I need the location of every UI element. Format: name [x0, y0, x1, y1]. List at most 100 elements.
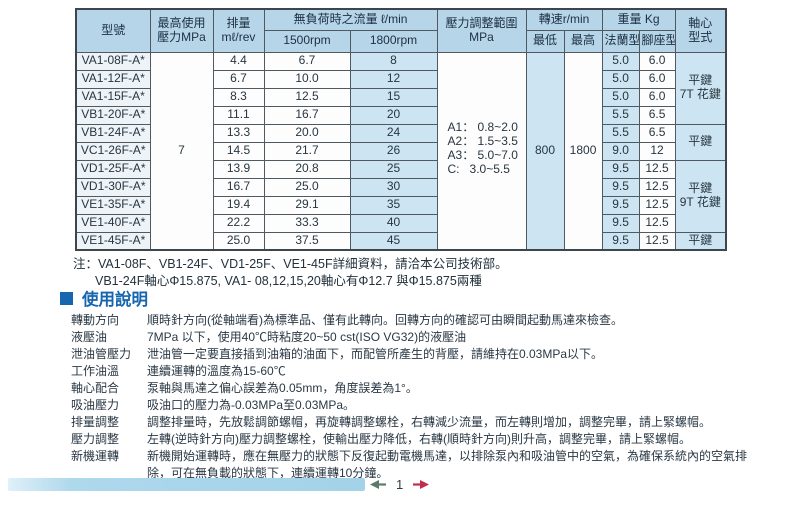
usage-instructions: 轉動方向 順時針方向(從軸端看)為標準品、僅有此轉向。回轉方向的確認可由瞬間起動…	[71, 312, 755, 482]
displacement-cell: 22.2	[212, 213, 265, 233]
model-cell: VA1-15F-A*	[75, 87, 151, 107]
instruction-row: 新機運轉 新機開始運轉時，應在無壓力的狀態下反復起動電機馬達，以排除泵內和吸油管…	[71, 448, 755, 482]
next-page-arrow-icon[interactable]	[412, 479, 430, 489]
instruction-row: 軸心配合 泵軸與馬達之偏心誤差為0.05mm，角度誤差為1°。	[71, 380, 755, 397]
shaft-type-cell: 平鍵	[674, 123, 727, 161]
shaft-type-line: 平鍵	[688, 232, 713, 247]
flow-1500-cell: 20.8	[263, 159, 351, 179]
pressure-range-item: A2： 1.5~3.5	[447, 133, 518, 148]
footer-divider-bar	[8, 478, 365, 491]
instruction-text: 泄油管一定要直接插到油箱的油面下，而配管所產生的背壓，請維持在0.03MPa以下…	[147, 347, 604, 361]
displacement-cell: 14.5	[212, 141, 265, 161]
instruction-label: 液壓油	[71, 330, 108, 344]
flow-1500-cell: 12.5	[263, 87, 351, 107]
shaft-type-line: 平鍵	[688, 73, 713, 88]
col-header-weight-flange: 法蘭型	[601, 29, 640, 53]
model-cell: VB1-20F-A*	[75, 105, 151, 125]
weight-foot-cell: 6.0	[638, 69, 676, 89]
weight-foot-cell: 12.5	[638, 213, 676, 233]
flow-1500-cell: 29.1	[263, 195, 351, 215]
displacement-cell: 4.4	[212, 51, 265, 71]
page-navigation: 1	[370, 474, 430, 494]
weight-foot-cell: 12	[638, 141, 676, 161]
instruction-label: 排量調整	[71, 415, 120, 429]
table-notes: 注：VA1-08F、VB1-24F、VD1-25F、VE1-45F詳細資料，請洽…	[73, 256, 508, 290]
model-cell: VC1-26F-A*	[75, 141, 151, 161]
displacement-cell: 11.1	[212, 105, 265, 125]
col-header-max-pressure-line1: 最高使用	[157, 15, 206, 30]
model-cell: VD1-30F-A*	[75, 177, 151, 197]
table-row: VB1-24F-A* 13.3 20.0 24 5.5 6.5 平鍵	[75, 123, 727, 161]
col-header-displacement: 排量 mℓ/rev	[212, 8, 265, 53]
model-cell: VB1-24F-A*	[75, 123, 151, 143]
shaft-type-cell: 平鍵	[674, 231, 727, 251]
col-header-max-pressure: 最高使用 壓力MPa	[149, 8, 214, 53]
col-header-displacement-line2: mℓ/rev	[221, 29, 256, 44]
col-header-weight: 重量 Kg	[601, 8, 676, 31]
instruction-text: 順時針方向(從軸端看)為標準品、僅有此轉向。回轉方向的確認可由瞬間起動馬達來檢查…	[147, 313, 623, 327]
flow-1500-cell: 20.0	[263, 123, 351, 143]
col-header-pressure-range-line2: MPa	[469, 29, 494, 44]
col-header-weight-foot: 腳座型	[638, 29, 676, 53]
flow-1800-cell: 26	[349, 141, 438, 161]
flow-1500-cell: 25.0	[263, 177, 351, 197]
weight-flange-cell: 9.0	[601, 141, 640, 161]
weight-flange-cell: 5.5	[601, 123, 640, 143]
section-title-text: 使用說明	[82, 291, 148, 309]
flow-1800-cell: 45	[349, 231, 438, 251]
instruction-text: 新機開始運轉時，應在無壓力的狀態下反復起動電機馬達，以排除泵內和吸油管中的空氣，…	[147, 449, 748, 480]
flow-1800-cell: 15	[349, 87, 438, 107]
flow-1500-cell: 33.3	[263, 213, 351, 233]
flow-1500-cell: 10.0	[263, 69, 351, 89]
col-header-flow-1500: 1500rpm	[263, 29, 351, 53]
flow-1500-cell: 6.7	[263, 51, 351, 71]
section-bullet-icon	[60, 291, 73, 305]
prev-page-arrow-icon[interactable]	[370, 479, 387, 489]
flow-1800-cell: 25	[349, 159, 438, 179]
table-row: VE1-40F-A* 22.2 33.3 40 9.5 12.5	[75, 213, 726, 233]
flow-1500-cell: 37.5	[263, 231, 351, 251]
shaft-type-cell: 平鍵 9T 花鍵	[674, 159, 727, 233]
weight-flange-cell: 9.5	[601, 159, 640, 179]
speed-min-cell: 800	[525, 51, 565, 251]
col-header-max-pressure-line2: 壓力MPa	[157, 29, 206, 44]
instruction-text: 連續運轉的溫度為15-60℃	[147, 364, 286, 378]
instruction-label: 工作油溫	[71, 364, 120, 378]
weight-foot-cell: 12.5	[638, 159, 676, 179]
displacement-cell: 6.7	[212, 69, 265, 89]
shaft-type-line: 平鍵	[688, 134, 713, 149]
max-pressure-cell: 7	[149, 51, 214, 251]
instruction-text: 7MPa 以下，使用40℃時粘度20~50 cst(ISO VG32)的液壓油	[147, 330, 467, 344]
speed-max-cell: 1800	[563, 51, 603, 251]
model-cell: VE1-40F-A*	[75, 213, 151, 233]
page-number: 1	[396, 476, 404, 492]
weight-flange-cell: 5.5	[601, 105, 640, 125]
weight-flange-cell: 9.5	[601, 195, 640, 215]
instruction-row: 吸油壓力 吸油口的壓力為-0.03MPa至0.03MPa。	[71, 397, 755, 414]
displacement-cell: 13.9	[212, 159, 265, 179]
instruction-label: 軸心配合	[71, 381, 120, 395]
weight-foot-cell: 12.5	[638, 177, 676, 197]
pressure-range-cell: A1： 0.8~2.0 A2： 1.5~3.5 A3： 5.0~7.0 C: 3…	[436, 51, 527, 251]
instruction-row: 轉動方向 順時針方向(從軸端看)為標準品、僅有此轉向。回轉方向的確認可由瞬間起動…	[71, 312, 755, 329]
instruction-row: 泄油管壓力 泄油管一定要直接插到油箱的油面下，而配管所產生的背壓，請維持在0.0…	[71, 346, 755, 363]
weight-flange-cell: 5.0	[601, 51, 640, 71]
weight-flange-cell: 9.5	[601, 231, 640, 251]
displacement-cell: 8.3	[212, 87, 265, 107]
usage-section-title: 使用說明	[60, 286, 148, 310]
model-cell: VD1-25F-A*	[75, 159, 151, 179]
weight-flange-cell: 5.0	[601, 69, 640, 89]
model-cell: VA1-08F-A*	[75, 51, 151, 71]
instruction-row: 工作油溫 連續運轉的溫度為15-60℃	[71, 363, 755, 380]
shaft-type-line: 平鍵	[688, 181, 713, 196]
instruction-text: 吸油口的壓力為-0.03MPa至0.03MPa。	[147, 398, 356, 412]
pressure-range-list: A1： 0.8~2.0 A2： 1.5~3.5 A3： 5.0~7.0 C: 3…	[440, 111, 524, 190]
weight-foot-cell: 12.5	[638, 231, 676, 251]
instruction-label: 新機運轉	[71, 449, 120, 463]
model-cell: VE1-35F-A*	[75, 195, 151, 215]
flow-1800-cell: 40	[349, 213, 438, 233]
col-header-flow-1800: 1800rpm	[349, 29, 438, 53]
weight-flange-cell: 9.5	[601, 213, 640, 233]
table-row: VD1-30F-A* 16.7 25.0 30 9.5 12.5	[75, 177, 726, 197]
